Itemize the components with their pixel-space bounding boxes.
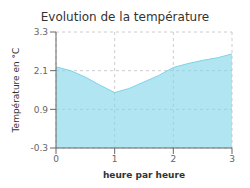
svg-text:2.1: 2.1 [34,66,48,76]
svg-text:-0.3: -0.3 [30,143,48,153]
svg-text:3: 3 [229,154,235,164]
svg-text:heure par heure: heure par heure [103,170,185,180]
svg-text:1: 1 [112,154,118,164]
svg-text:0: 0 [53,154,59,164]
html-text:Evolution de la température: Evolution de la température [40,10,210,24]
svg-text:2: 2 [170,154,176,164]
svg-text:Température en °C: Température en °C [11,48,21,134]
svg-text:3.3: 3.3 [34,27,48,37]
svg-text:0.9: 0.9 [34,105,49,115]
